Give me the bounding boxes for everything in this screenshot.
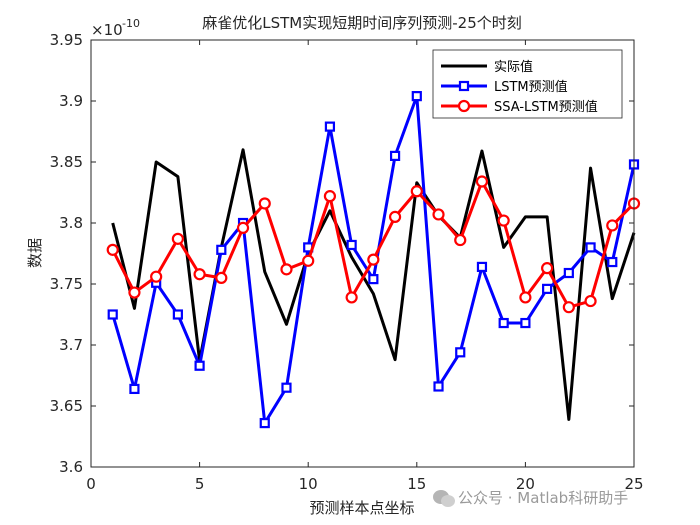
data-point-lstm [216,244,227,255]
data-point-ssa-lstm [215,271,228,284]
series-layer [106,91,641,429]
data-point-lstm [542,283,553,294]
data-point-ssa-lstm [193,268,206,281]
data-point-lstm [498,317,509,329]
data-point-lstm [455,347,466,358]
data-point-ssa-lstm [541,262,554,275]
x-axis-label: 预测样本点坐标 [309,499,414,517]
data-point-ssa-lstm [519,291,532,304]
data-point-ssa-lstm [562,301,575,314]
y-tick-label: 3.95 [50,31,83,49]
y-scale-exponent: -10 [122,17,140,30]
legend-marker-square [458,80,470,92]
y-scale-base: ×10 [91,21,123,39]
y-tick-label: 3.85 [50,153,83,171]
data-point-lstm [433,381,444,392]
x-tick-label: 25 [624,475,643,493]
data-point-lstm [129,383,140,395]
data-point-lstm [107,309,118,320]
x-tick-label: 15 [407,475,426,493]
y-axis-ticks: 3.6 3.65 3.7 3.75 3.8 3.85 3.9 3.95 [50,31,634,476]
data-point-lstm [585,242,596,253]
x-tick-label: 20 [516,475,535,493]
chart-title: 麻雀优化LSTM实现短期时间序列预测-25个时刻 [202,14,521,32]
data-point-lstm [259,417,270,429]
x-tick-label: 0 [86,475,96,493]
data-point-ssa-lstm [475,175,489,188]
data-point-ssa-lstm [280,263,293,276]
plot-frame [90,39,635,468]
data-point-ssa-lstm [345,291,358,304]
y-tick-label: 3.65 [50,397,83,415]
data-point-lstm [607,256,618,268]
y-scale-note: ×10 -10 [91,17,140,39]
x-tick-label: 5 [195,475,205,493]
data-point-ssa-lstm [323,190,337,203]
y-tick-label: 3.7 [59,336,83,354]
data-point-lstm [411,91,422,102]
y-tick-label: 3.8 [59,214,83,232]
data-point-lstm [389,150,401,161]
legend-label-0: 实际值 [494,59,533,75]
data-point-ssa-lstm [106,243,119,256]
data-point-lstm [194,360,205,371]
data-point-ssa-lstm [150,270,163,283]
wechat-icon [433,490,455,507]
data-point-lstm [476,261,488,273]
data-point-ssa-lstm [410,185,423,198]
legend-label-2: SSA-LSTM预测值 [494,99,598,115]
watermark-text: 公众号 · Matlab科研助手 [458,489,628,507]
data-point-ssa-lstm [128,286,141,299]
data-point-ssa-lstm [606,219,619,232]
x-axis-ticks: 0 5 10 15 20 25 [86,40,644,493]
data-point-ssa-lstm [258,197,271,210]
data-point-lstm [520,317,531,329]
data-point-ssa-lstm [171,232,184,245]
data-point-lstm [281,382,292,393]
legend-label-1: LSTM预测值 [494,79,568,95]
legend-marker-circle [457,99,471,113]
data-point-ssa-lstm [367,253,380,266]
data-point-ssa-lstm [584,294,597,308]
data-point-ssa-lstm [236,221,250,234]
x-tick-label: 10 [299,475,318,493]
data-point-ssa-lstm [497,214,510,227]
data-point-lstm [563,267,574,279]
data-point-lstm [172,309,183,320]
y-tick-label: 3.75 [50,275,83,293]
data-point-ssa-lstm [432,208,445,221]
watermark: 公众号 · Matlab科研助手 [433,489,628,507]
data-point-ssa-lstm [302,254,315,267]
data-point-lstm [324,121,336,132]
legend: 实际值 LSTM预测值 SSA-LSTM预测值 [432,49,623,119]
y-tick-label: 3.9 [59,92,83,110]
data-point-lstm [346,239,357,251]
data-point-ssa-lstm [388,210,402,223]
y-tick-label: 3.6 [59,458,83,476]
data-point-lstm [368,274,379,285]
y-axis-label: 数据 [26,238,44,268]
data-point-ssa-lstm [454,233,467,247]
